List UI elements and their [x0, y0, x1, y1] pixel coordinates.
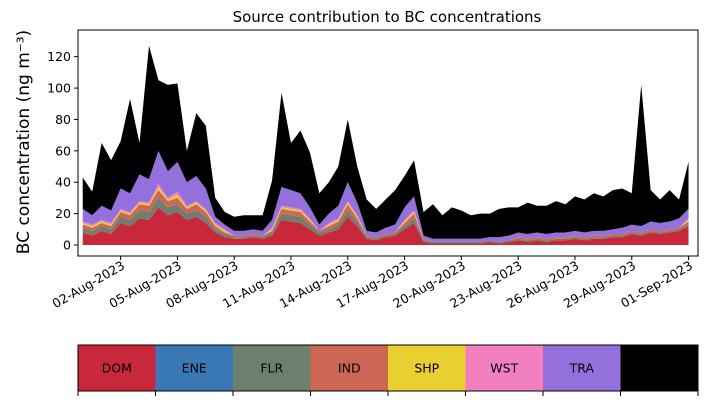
legend-swatch-wst	[465, 345, 543, 391]
y-tick-label: 100	[47, 81, 71, 96]
y-axis-label: BC concentration (ng m⁻³)	[14, 30, 34, 254]
y-axis: 0 20 40 60 80 100 120	[47, 49, 78, 253]
legend-label-wst: WST	[490, 361, 518, 376]
legend-swatch-flr	[233, 345, 311, 391]
area-flr	[82, 197, 689, 244]
legend-colorbar: DOM ENE FLR IND SHP WST TRA BB	[77, 344, 699, 396]
legend-label-tra: TRA	[569, 361, 595, 376]
legend-swatch-tra	[543, 345, 621, 391]
legend-label-shp: SHP	[414, 361, 439, 376]
area-dom	[82, 207, 689, 246]
legend-label-flr: FLR	[260, 361, 283, 376]
legend-swatch-shp	[388, 345, 466, 391]
legend-label-ene: ENE	[182, 361, 207, 376]
x-axis: 02-Aug-202305-Aug-202308-Aug-202311-Aug-…	[50, 256, 695, 311]
y-tick-label: 0	[63, 238, 71, 253]
y-tick-label: 60	[55, 143, 71, 158]
y-tick-label: 40	[55, 175, 71, 190]
legend-label-bb: BB	[651, 361, 668, 376]
chart-title: Source contribution to BC concentrations	[233, 8, 542, 26]
area-series-group	[82, 45, 689, 246]
legend-swatch-dom	[78, 345, 156, 391]
legend-label-dom: DOM	[102, 361, 132, 376]
legend-swatch-ene	[155, 345, 233, 391]
plot-frame	[77, 29, 699, 257]
y-tick-label: 80	[55, 112, 71, 127]
y-tick-label: 20	[55, 206, 71, 221]
legend-label-ind: IND	[338, 361, 361, 376]
legend-swatch-bb	[620, 345, 698, 391]
area-tra	[82, 150, 689, 242]
area-bb	[82, 45, 689, 239]
y-tick-label: 120	[47, 49, 71, 64]
legend-swatch-ind	[310, 345, 388, 391]
